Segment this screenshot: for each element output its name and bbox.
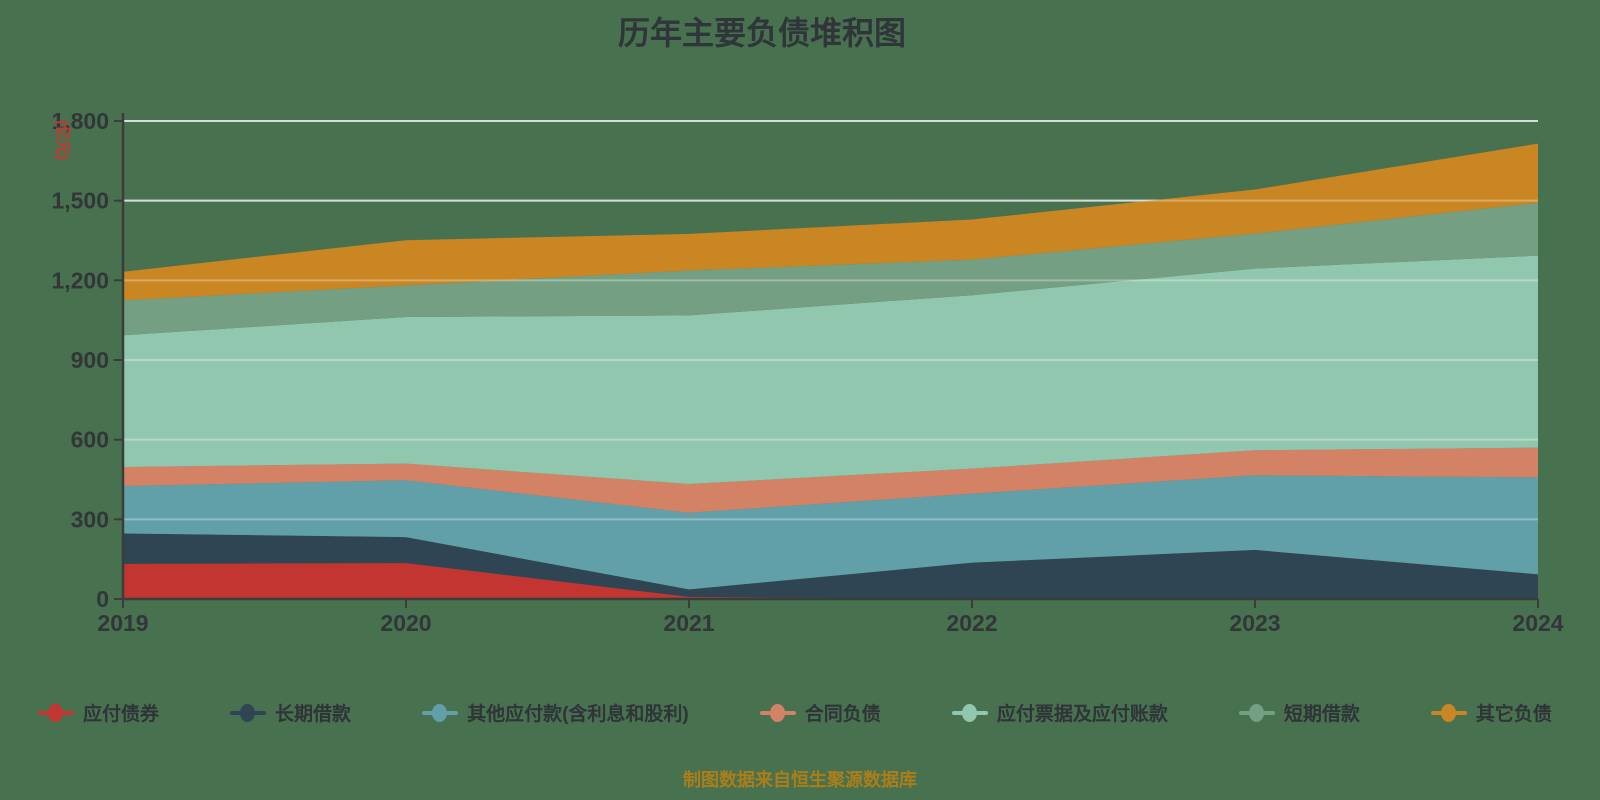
y-tick-label: 600 [71, 427, 109, 453]
legend-label: 应付债券 [83, 704, 160, 725]
chart-legend: 应付债券 长期借款 其他应付款(含利息和股利) 合同负债 应付票据及应付账款 短期借款 其它… [0, 699, 1600, 726]
legend-line-dot-icon [759, 703, 796, 723]
x-tick-label: 2024 [1512, 610, 1563, 636]
y-tick-label: 900 [71, 347, 109, 373]
area-series-0 [123, 563, 1538, 599]
area-series-4 [123, 255, 1538, 484]
legend-item-6[interactable]: 其它负债 [1430, 699, 1552, 726]
legend-label: 短期借款 [1283, 704, 1360, 725]
legend-item-3[interactable]: 合同负债 [759, 699, 881, 726]
x-tick-label: 2020 [380, 610, 431, 636]
legend-line-dot-icon [422, 703, 459, 723]
legend-line-dot-icon [230, 703, 267, 723]
data-source-note: 制图数据来自恒生聚源数据库 [683, 770, 917, 790]
y-axis-unit-label: (亿元) [54, 120, 71, 160]
area-series-1 [123, 533, 1538, 599]
y-axis-labels: 0 300 600 900 1,200 1,500 1,800 [51, 108, 109, 612]
legend-line-dot-icon [1238, 703, 1275, 723]
y-tick-label: 1,500 [51, 188, 109, 214]
legend-label: 长期借款 [275, 704, 352, 725]
legend-item-1[interactable]: 长期借款 [230, 699, 351, 726]
y-tick-label: 0 [96, 586, 109, 612]
legend-item-0[interactable]: 应付债券 [38, 699, 159, 726]
gridlines-over [123, 120, 1538, 521]
legend-item-2[interactable]: 其他应付款(含利息和股利) [422, 699, 689, 726]
legend-label: 应付票据及应付账款 [996, 704, 1168, 725]
legend-item-5[interactable]: 短期借款 [1238, 699, 1360, 726]
y-tick-label: 1,800 [51, 108, 109, 134]
area-series-group [123, 143, 1538, 599]
x-tick-label: 2019 [97, 610, 148, 636]
legend-label: 其它负债 [1475, 704, 1552, 725]
x-tick-label: 2023 [1229, 610, 1280, 636]
area-series-2 [123, 475, 1538, 590]
legend-label: 合同负债 [804, 704, 881, 725]
area-series-5 [123, 202, 1538, 336]
legend-line-dot-icon [951, 703, 988, 723]
y-tick-label: 300 [71, 506, 109, 532]
x-axis-labels: 2019 2020 2021 2022 2023 2024 [97, 610, 1563, 636]
axes-group [114, 113, 1539, 608]
x-tick-label: 2021 [663, 610, 714, 636]
y-tick-label: 1,200 [51, 267, 109, 293]
legend-label: 其他应付款(含利息和股利) [467, 704, 689, 725]
area-series-6 [123, 143, 1538, 301]
area-series-3 [123, 447, 1538, 513]
page-title: 历年主要负债堆积图 [617, 15, 907, 51]
legend-line-dot-icon [38, 703, 74, 723]
legend-item-4[interactable]: 应付票据及应付账款 [951, 699, 1168, 726]
legend-line-dot-icon [1430, 703, 1467, 723]
x-tick-label: 2022 [946, 610, 997, 636]
